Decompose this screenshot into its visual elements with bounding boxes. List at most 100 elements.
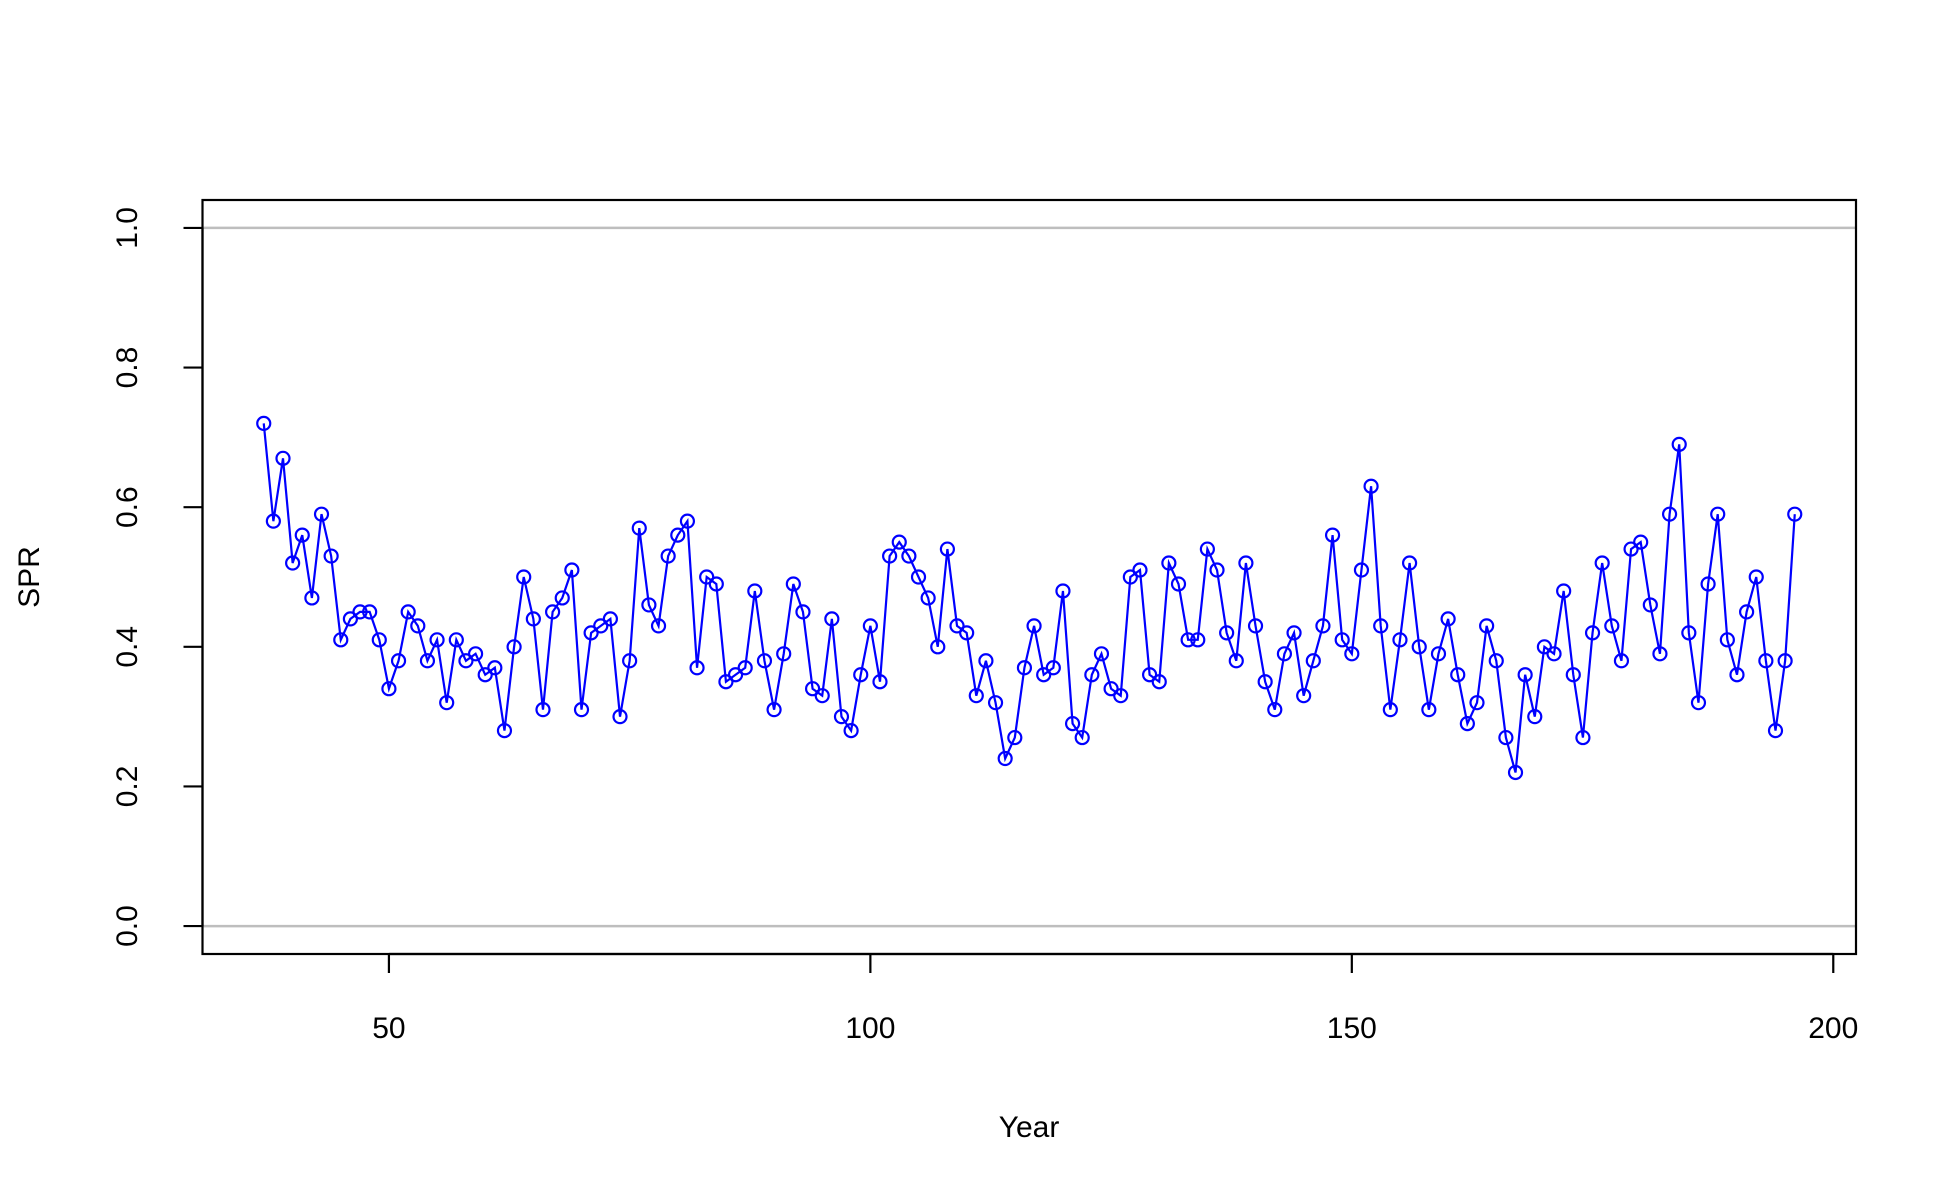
data-point xyxy=(882,548,898,564)
data-point xyxy=(920,590,936,606)
data-point xyxy=(1440,611,1456,627)
data-point xyxy=(785,576,801,592)
data-point xyxy=(1430,646,1447,662)
data-point xyxy=(968,688,984,704)
data-point xyxy=(1286,625,1302,641)
data-point xyxy=(448,632,464,648)
data-point xyxy=(1190,632,1206,648)
data-point xyxy=(699,569,715,585)
data-point xyxy=(756,653,773,669)
data-point xyxy=(987,695,1004,711)
data-point xyxy=(1257,674,1273,690)
data-point xyxy=(313,506,330,522)
data-point xyxy=(814,688,830,704)
data-point xyxy=(410,618,426,634)
data-point xyxy=(1777,653,1793,669)
y-tick-label: 0.0 xyxy=(111,905,144,947)
data-point xyxy=(304,590,320,606)
data-point xyxy=(1527,709,1543,725)
data-point xyxy=(285,555,301,571)
data-point xyxy=(1594,555,1610,571)
data-point xyxy=(1767,722,1784,739)
data-point xyxy=(689,660,705,676)
data-point xyxy=(843,722,859,739)
data-point xyxy=(891,534,907,550)
data-point xyxy=(1719,632,1735,648)
data-point xyxy=(583,625,599,641)
data-point xyxy=(1536,639,1553,655)
data-point xyxy=(1199,541,1215,557)
data-point xyxy=(872,674,888,690)
data-point xyxy=(525,611,541,627)
y-axis-label: SPR xyxy=(13,546,46,608)
data-point xyxy=(1276,646,1293,662)
data-point xyxy=(910,569,927,585)
data-point xyxy=(1373,618,1389,634)
data-point xyxy=(265,513,281,529)
data-point xyxy=(776,646,792,662)
data-point xyxy=(1296,688,1312,704)
data-point xyxy=(1459,716,1475,732)
data-point xyxy=(1305,653,1321,669)
data-point xyxy=(1161,555,1177,571)
data-point xyxy=(795,604,811,620)
data-point xyxy=(1739,604,1755,620)
data-point xyxy=(1382,702,1398,718)
data-point xyxy=(1113,688,1129,704)
data-point xyxy=(1633,534,1649,550)
data-point xyxy=(1055,583,1071,599)
data-point xyxy=(1488,653,1504,669)
data-point xyxy=(487,660,503,676)
y-tick-label: 0.6 xyxy=(111,486,144,528)
data-point xyxy=(1344,646,1360,662)
data-point xyxy=(1363,478,1379,494)
data-point xyxy=(564,562,580,578)
y-tick-label: 0.4 xyxy=(111,626,144,668)
data-point xyxy=(631,520,647,536)
data-point xyxy=(708,576,724,592)
data-point xyxy=(545,604,561,620)
data-point xyxy=(997,750,1013,767)
data-point xyxy=(1209,562,1225,578)
data-point xyxy=(1007,729,1023,746)
data-point xyxy=(1026,618,1042,634)
data-point xyxy=(650,618,667,634)
data-point xyxy=(1748,569,1764,585)
data-point xyxy=(1498,729,1514,746)
data-point xyxy=(477,667,493,683)
data-point xyxy=(1353,562,1370,578)
data-point xyxy=(1642,597,1658,613)
data-point xyxy=(612,709,628,725)
data-point xyxy=(930,639,946,655)
data-point xyxy=(1151,674,1167,690)
data-point xyxy=(737,660,753,676)
data-point xyxy=(1084,667,1100,683)
data-point xyxy=(747,583,763,599)
data-point xyxy=(1710,506,1726,522)
series-line xyxy=(262,423,1796,773)
data-point xyxy=(256,415,272,432)
data-point xyxy=(824,611,840,627)
data-point xyxy=(390,653,407,669)
data-point xyxy=(1671,436,1687,452)
data-point xyxy=(1247,618,1264,634)
data-point xyxy=(1324,527,1341,543)
data-point xyxy=(670,527,686,543)
data-point xyxy=(718,674,734,690)
data-point xyxy=(1450,667,1466,683)
data-point xyxy=(1064,716,1081,732)
data-point xyxy=(458,653,474,669)
data-point xyxy=(1729,667,1745,683)
data-point xyxy=(419,653,436,669)
data-point xyxy=(371,632,387,648)
data-point xyxy=(1315,618,1331,634)
x-tick-label: 150 xyxy=(1327,1012,1377,1045)
data-point xyxy=(602,611,618,627)
data-point xyxy=(1122,569,1138,585)
data-point xyxy=(833,709,850,725)
data-point xyxy=(1507,764,1524,781)
data-point xyxy=(1411,639,1427,655)
data-point xyxy=(939,541,956,557)
x-tick-label: 200 xyxy=(1808,1012,1858,1045)
data-point xyxy=(766,702,782,718)
